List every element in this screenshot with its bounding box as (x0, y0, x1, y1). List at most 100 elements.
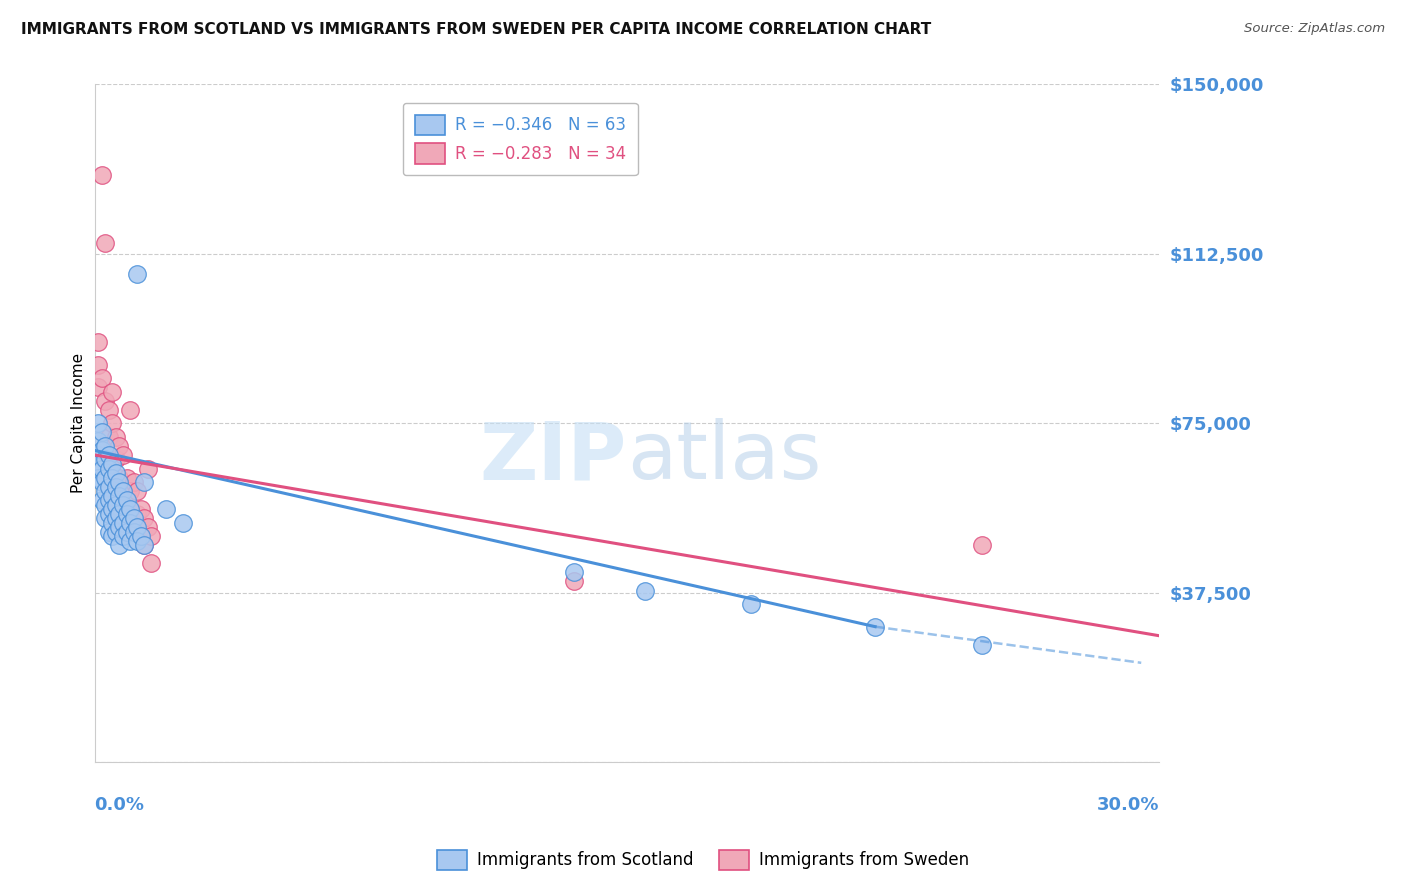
Point (90, 425, 112, 440)
Point (136, 461, 159, 475)
Point (87, 334, 110, 349)
Y-axis label: Per Capita Income: Per Capita Income (72, 353, 86, 493)
Point (104, 498, 127, 512)
Point (970, 638, 993, 652)
Point (740, 597, 762, 611)
Point (111, 498, 134, 512)
Point (111, 448, 134, 462)
Text: IMMIGRANTS FROM SCOTLAND VS IMMIGRANTS FROM SWEDEN PER CAPITA INCOME CORRELATION: IMMIGRANTS FROM SCOTLAND VS IMMIGRANTS F… (21, 22, 931, 37)
Text: atlas: atlas (627, 418, 821, 496)
Point (104, 511, 127, 525)
Point (94, 235, 117, 250)
Point (87, 457, 110, 471)
Point (111, 516, 134, 530)
Point (87, 434, 110, 449)
Legend: Immigrants from Scotland, Immigrants from Sweden: Immigrants from Scotland, Immigrants fro… (430, 843, 976, 877)
Point (115, 524, 138, 539)
Point (155, 502, 177, 516)
Point (97, 402, 120, 417)
Point (90, 443, 112, 458)
Point (101, 457, 124, 471)
Point (127, 267, 149, 281)
Point (111, 484, 134, 499)
Point (118, 402, 141, 417)
Point (134, 538, 156, 552)
Point (122, 511, 145, 525)
Point (127, 520, 149, 534)
Point (90, 493, 112, 508)
Point (90, 168, 112, 182)
Point (94, 393, 117, 408)
Point (134, 511, 156, 525)
Point (863, 620, 886, 634)
Point (97, 524, 120, 539)
Point (118, 516, 141, 530)
Point (118, 484, 141, 499)
Text: ZIP: ZIP (479, 418, 627, 496)
Point (129, 529, 152, 543)
Point (141, 557, 163, 571)
Point (115, 493, 138, 508)
Point (94, 484, 117, 499)
Point (101, 529, 124, 543)
Point (104, 524, 127, 539)
Point (122, 475, 145, 489)
Point (129, 529, 152, 543)
Point (122, 524, 145, 539)
Point (127, 484, 149, 499)
Point (134, 538, 156, 552)
Point (108, 439, 131, 453)
Point (87, 448, 110, 462)
Point (108, 507, 131, 521)
Point (129, 502, 152, 516)
Text: Source: ZipAtlas.com: Source: ZipAtlas.com (1244, 22, 1385, 36)
Point (90, 461, 112, 475)
Point (115, 470, 138, 484)
Point (94, 511, 117, 525)
Text: 0.0%: 0.0% (94, 796, 145, 814)
Point (141, 529, 163, 543)
Point (101, 489, 124, 503)
Point (111, 529, 134, 543)
Point (118, 533, 141, 548)
Point (94, 439, 117, 453)
Point (970, 538, 993, 552)
Text: 30.0%: 30.0% (1097, 796, 1159, 814)
Point (172, 516, 194, 530)
Point (101, 470, 124, 484)
Point (101, 417, 124, 431)
Point (87, 358, 110, 372)
Point (127, 507, 149, 521)
Point (97, 461, 120, 475)
Point (97, 448, 120, 462)
Point (108, 489, 131, 503)
Point (101, 384, 124, 399)
Point (97, 480, 120, 494)
Point (97, 493, 120, 508)
Point (94, 498, 117, 512)
Point (104, 480, 127, 494)
Point (104, 452, 127, 467)
Point (94, 470, 117, 484)
Point (87, 470, 110, 484)
Point (118, 502, 141, 516)
Point (87, 417, 110, 431)
Legend: R = −0.346   N = 63, R = −0.283   N = 34: R = −0.346 N = 63, R = −0.283 N = 34 (404, 103, 637, 175)
Point (562, 574, 585, 589)
Point (108, 470, 131, 484)
Point (101, 502, 124, 516)
Point (115, 507, 138, 521)
Point (101, 516, 124, 530)
Point (104, 430, 127, 444)
Point (136, 520, 159, 534)
Point (127, 533, 149, 548)
Point (111, 484, 134, 499)
Point (633, 583, 655, 598)
Point (134, 475, 156, 489)
Point (97, 430, 120, 444)
Point (90, 475, 112, 489)
Point (87, 380, 110, 394)
Point (90, 371, 112, 385)
Point (108, 520, 131, 534)
Point (97, 507, 120, 521)
